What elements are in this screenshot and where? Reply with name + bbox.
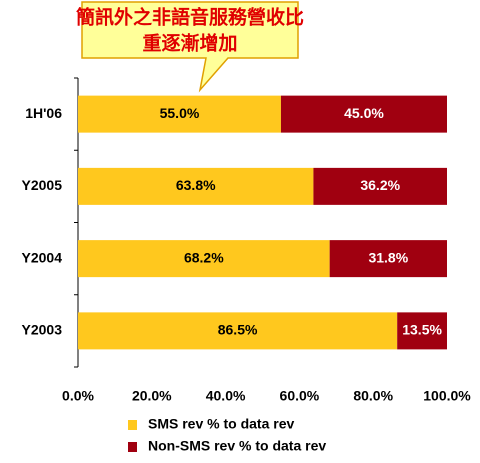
callout-text: 重逐漸增加: [142, 32, 237, 55]
callout-box: [81, 1, 299, 93]
x-tick-label: 60.0%: [280, 388, 320, 404]
y-tick-label: 1H'06: [25, 105, 62, 121]
data-label: 86.5%: [218, 322, 258, 338]
bar-segment: [78, 240, 330, 278]
bar-segment: [78, 167, 314, 205]
data-label: 68.2%: [184, 249, 224, 265]
legend-label: SMS rev % to data rev: [148, 416, 294, 432]
bar-segment: [397, 312, 447, 350]
y-tick-label: Y2005: [22, 177, 63, 193]
bar-segment: [78, 312, 398, 350]
x-tick-label: 40.0%: [206, 388, 246, 404]
data-label: 13.5%: [402, 322, 442, 338]
x-tick-label: 80.0%: [353, 388, 393, 404]
bar-segment: [280, 95, 447, 133]
bar-segment: [78, 95, 281, 133]
y-tick-label: Y2003: [22, 322, 63, 338]
x-tick-label: 0.0%: [62, 388, 94, 404]
legend-label: Non-SMS rev % to data rev: [148, 438, 326, 454]
data-label: 31.8%: [368, 249, 408, 265]
bar-segment: [313, 167, 447, 205]
legend-swatch: [128, 442, 137, 452]
data-label: 55.0%: [160, 105, 200, 121]
legend-swatch: [128, 420, 137, 430]
data-label: 45.0%: [344, 105, 384, 121]
callout-text: 簡訊外之非語音服務營收比: [76, 6, 304, 29]
bar-segment: [329, 240, 447, 278]
y-tick-label: Y2004: [22, 249, 63, 265]
data-label: 36.2%: [360, 177, 400, 193]
x-tick-label: 20.0%: [132, 388, 172, 404]
x-tick-label: 100.0%: [423, 388, 471, 404]
data-label: 63.8%: [176, 177, 216, 193]
